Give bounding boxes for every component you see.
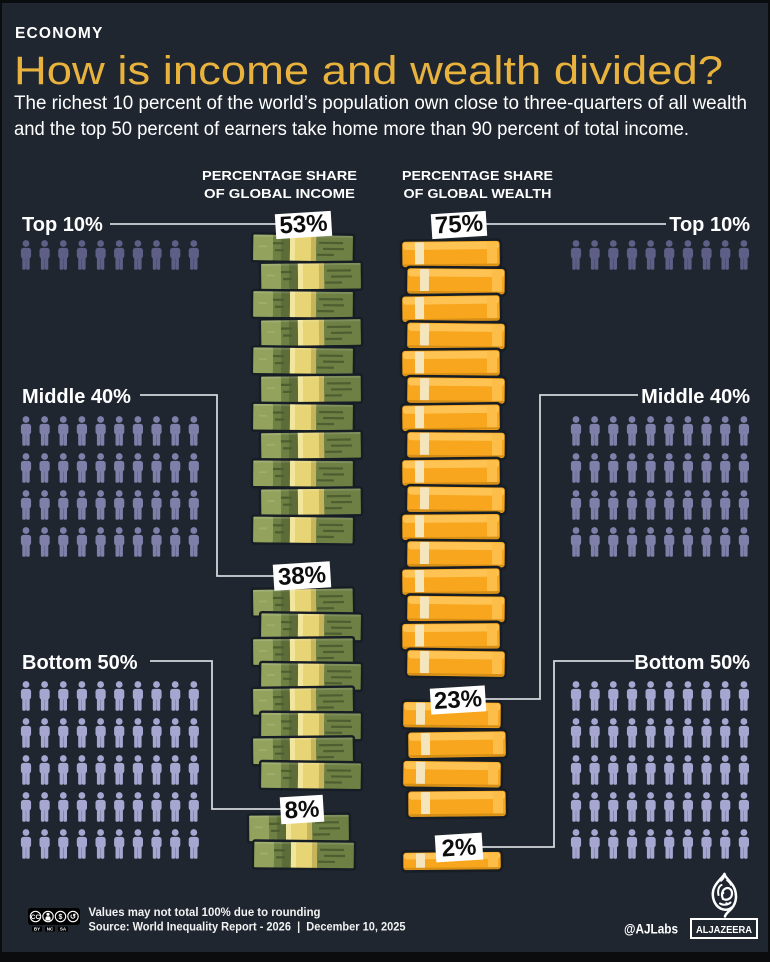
svg-text:8%: 8% [284,795,320,824]
svg-text:Source: World Inequality Repor: Source: World Inequality Report - 2026 |… [89,922,407,934]
svg-text:Bottom 50%: Bottom 50% [22,652,138,674]
svg-text:BY: BY [34,927,40,932]
svg-text:The richest 10 percent of the: The richest 10 percent of the world’s po… [14,93,747,114]
svg-text:$: $ [59,914,63,921]
svg-text:PERCENTAGE SHARE: PERCENTAGE SHARE [202,168,357,183]
svg-text:ALJAZEERA: ALJAZEERA [696,924,752,936]
svg-text:and the top 50 percent of earn: and the top 50 percent of earners take h… [14,119,689,140]
svg-text:ECONOMY: ECONOMY [15,25,104,42]
svg-text:SA: SA [60,927,67,932]
svg-text:@AJLabs: @AJLabs [624,922,678,937]
svg-text:How is income and wealth divid: How is income and wealth divided? [14,49,723,93]
svg-text:Middle 40%: Middle 40% [22,386,131,408]
svg-text:NC: NC [47,927,54,932]
svg-text:Values may not total 100% due: Values may not total 100% due to roundin… [89,907,321,919]
svg-text:OF GLOBAL WEALTH: OF GLOBAL WEALTH [404,186,552,201]
svg-text:↺: ↺ [70,912,77,921]
svg-text:53%: 53% [279,210,329,240]
svg-text:PERCENTAGE SHARE: PERCENTAGE SHARE [402,168,553,183]
svg-text:75%: 75% [434,210,484,240]
svg-text:OF GLOBAL INCOME: OF GLOBAL INCOME [204,186,355,201]
svg-text:2%: 2% [441,833,477,862]
svg-text:38%: 38% [277,561,327,591]
svg-text:Top 10%: Top 10% [669,214,750,236]
svg-text:CC: CC [31,914,41,921]
svg-text:23%: 23% [433,685,483,715]
svg-text:Middle 40%: Middle 40% [641,386,750,408]
svg-text:Bottom 50%: Bottom 50% [634,652,750,674]
svg-text:Top 10%: Top 10% [22,214,103,236]
